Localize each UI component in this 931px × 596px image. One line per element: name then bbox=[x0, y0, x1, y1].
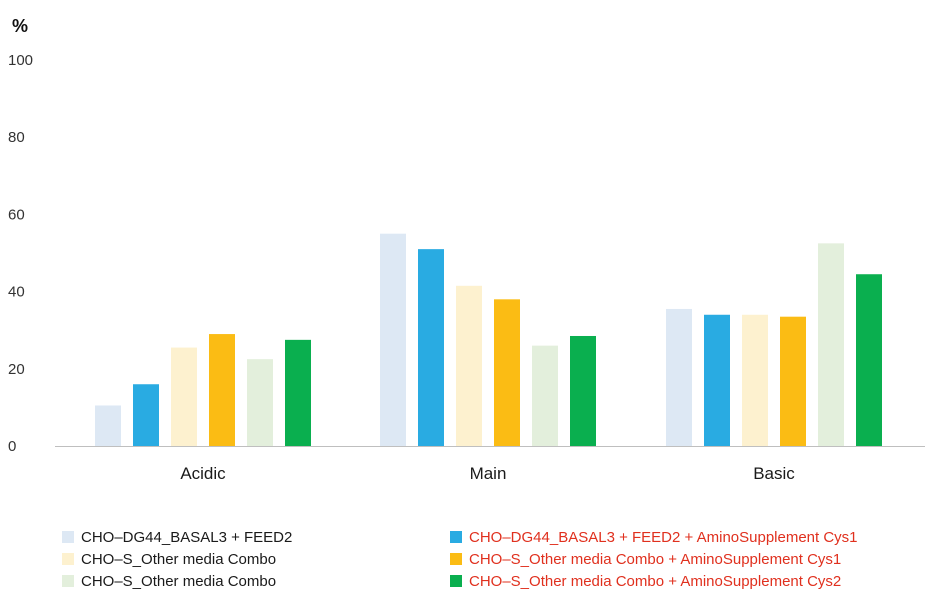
y-tick-label: 80 bbox=[8, 129, 25, 146]
legend-swatch bbox=[450, 553, 462, 565]
bar-main-series-6 bbox=[570, 335, 596, 446]
legend-label: CHO–S_Other media Combo bbox=[81, 550, 277, 568]
legend-label: CHO–DG44_BASAL3 + FEED2 bbox=[81, 528, 293, 546]
y-tick-label: 40 bbox=[8, 284, 25, 301]
y-tick-label: 20 bbox=[8, 361, 25, 378]
legend-item: CHO–DG44_BASAL3 + FEED2 + AminoSupplemen… bbox=[450, 526, 858, 548]
bar-basic-series-1 bbox=[666, 308, 692, 446]
bar-acidic-series-4 bbox=[209, 334, 235, 446]
legend-label: CHO–S_Other media Combo + AminoSupplemen… bbox=[469, 550, 842, 568]
bar-basic-series-5 bbox=[818, 243, 844, 446]
legend-swatch bbox=[450, 575, 462, 587]
bar-acidic-series-2 bbox=[133, 384, 159, 446]
bar-acidic-series-5 bbox=[247, 359, 273, 446]
legend-label: CHO–S_Other media Combo + AminoSupplemen… bbox=[469, 572, 842, 590]
bar-acidic-series-6 bbox=[285, 339, 311, 446]
bar-acidic-series-1 bbox=[95, 405, 121, 446]
bar-main-series-2 bbox=[418, 249, 444, 446]
legend-swatch bbox=[62, 575, 74, 587]
bar-basic-series-3 bbox=[742, 314, 768, 446]
legend-item: CHO–S_Other media Combo bbox=[62, 548, 276, 570]
bar-basic-series-2 bbox=[704, 314, 730, 446]
legend-swatch bbox=[62, 553, 74, 565]
bar-main-series-1 bbox=[380, 233, 406, 446]
y-axis-unit-label: % bbox=[12, 16, 28, 36]
legend-label: CHO–S_Other media Combo bbox=[81, 572, 277, 590]
legend-item: CHO–S_Other media Combo + AminoSupplemen… bbox=[450, 548, 841, 570]
legend-item: CHO–S_Other media Combo + AminoSupplemen… bbox=[450, 570, 841, 592]
legend-swatch bbox=[62, 531, 74, 543]
bar-main-series-4 bbox=[494, 299, 520, 446]
bar-main-series-5 bbox=[532, 345, 558, 446]
bar-chart: % 0 20 40 60 80 100 Acidic Main Basic bbox=[8, 16, 925, 483]
x-category-label-basic: Basic bbox=[753, 464, 795, 483]
bar-main-series-3 bbox=[456, 285, 482, 446]
legend-item: CHO–S_Other media Combo bbox=[62, 570, 276, 592]
bar-acidic-series-3 bbox=[171, 347, 197, 446]
y-tick-label: 100 bbox=[8, 52, 33, 69]
legend-label: CHO–DG44_BASAL3 + FEED2 + AminoSupplemen… bbox=[469, 528, 858, 546]
bar-basic-series-6 bbox=[856, 274, 882, 446]
x-category-label-main: Main bbox=[470, 464, 507, 483]
legend-item: CHO–DG44_BASAL3 + FEED2 bbox=[62, 526, 292, 548]
x-category-label-acidic: Acidic bbox=[180, 464, 226, 483]
y-tick-label: 60 bbox=[8, 206, 25, 223]
chart-legend: CHO–DG44_BASAL3 + FEED2 CHO–DG44_BASAL3 +… bbox=[62, 526, 931, 594]
legend-swatch bbox=[450, 531, 462, 543]
bar-basic-series-4 bbox=[780, 316, 806, 446]
y-tick-label: 0 bbox=[8, 438, 16, 455]
